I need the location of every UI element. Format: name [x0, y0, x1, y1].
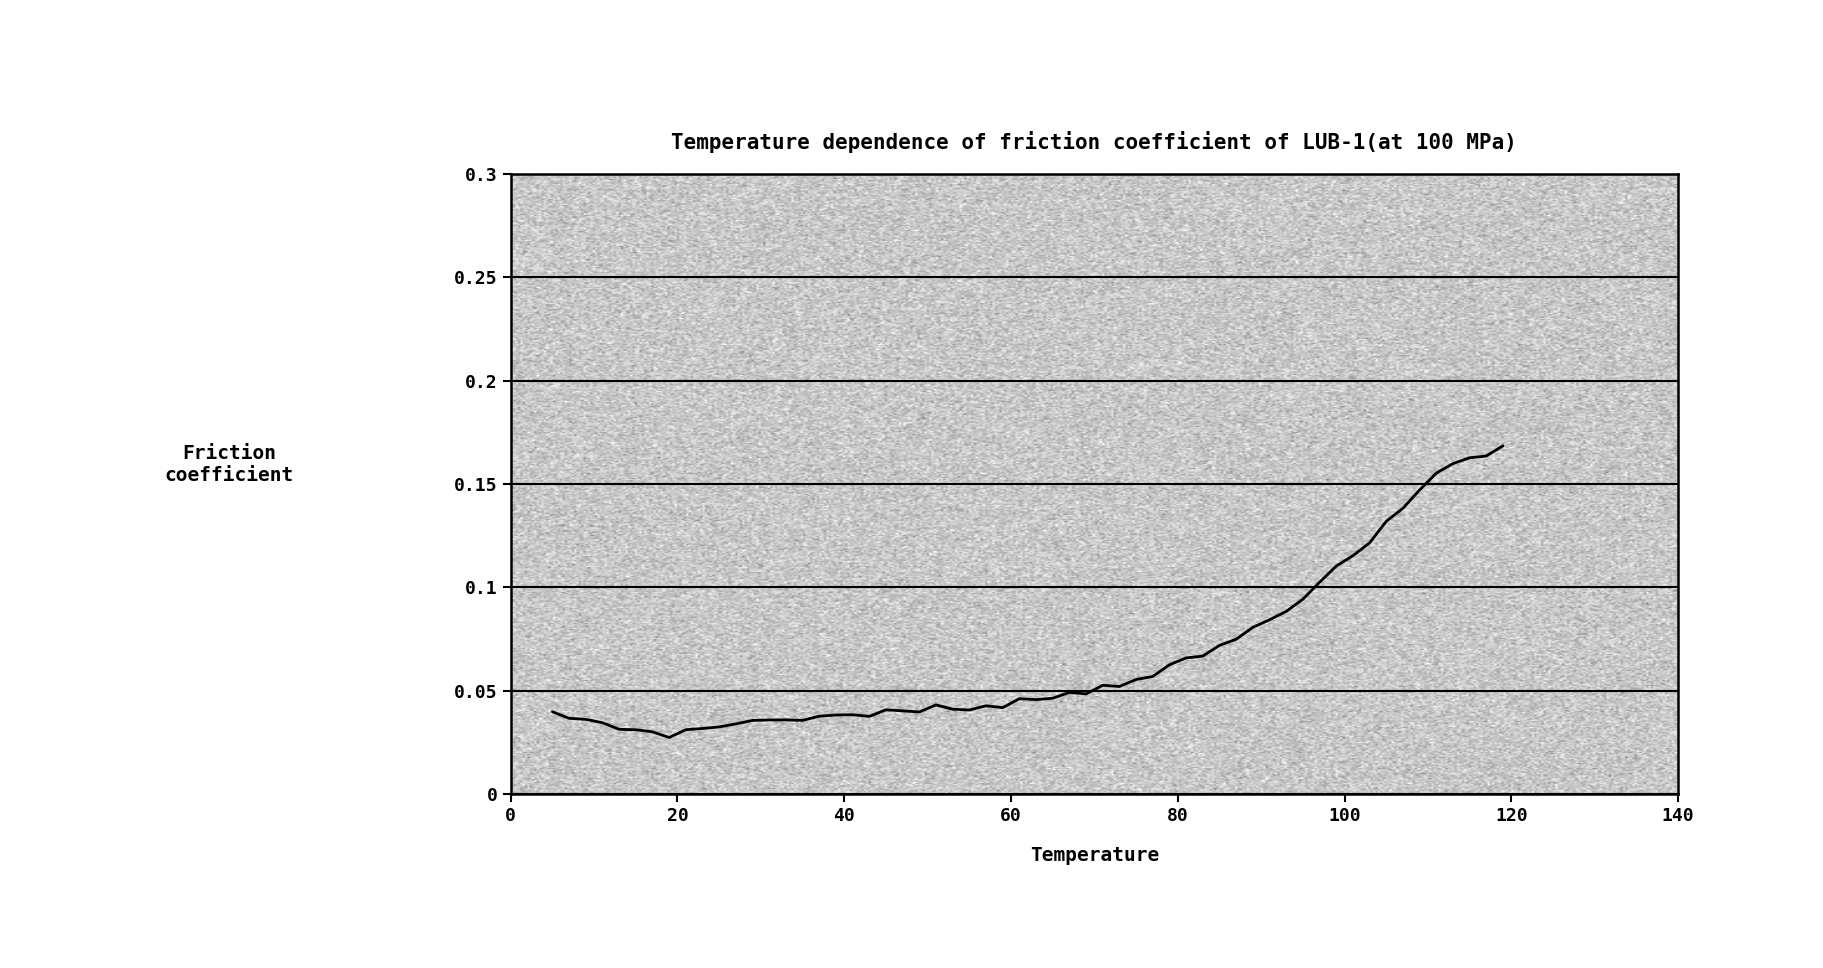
X-axis label: Temperature: Temperature	[1030, 846, 1158, 864]
Title: Temperature dependence of friction coefficient of LUB-1(at 100 MPa): Temperature dependence of friction coeff…	[671, 132, 1517, 153]
Text: Friction
coefficient: Friction coefficient	[164, 444, 294, 485]
